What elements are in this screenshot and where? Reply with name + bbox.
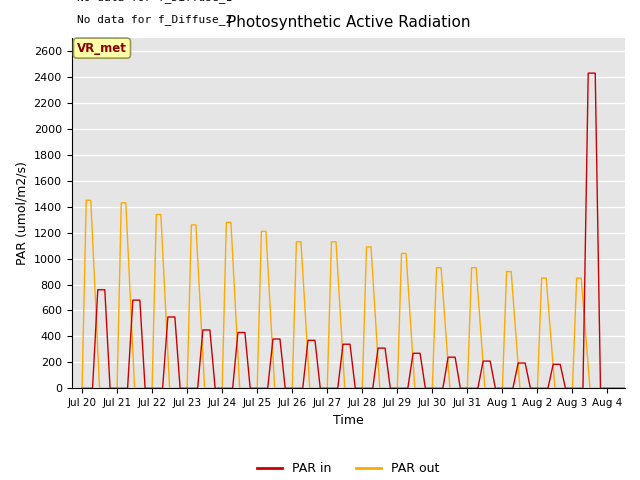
Title: Photosynthetic Active Radiation: Photosynthetic Active Radiation <box>227 15 470 30</box>
Legend: PAR in, PAR out: PAR in, PAR out <box>252 457 445 480</box>
Text: VR_met: VR_met <box>77 42 127 55</box>
Y-axis label: PAR (umol/m2/s): PAR (umol/m2/s) <box>15 161 28 265</box>
Text: No data for f_Diffuse_1: No data for f_Diffuse_1 <box>77 0 232 3</box>
X-axis label: Time: Time <box>333 414 364 427</box>
Text: No data for f_Diffuse_2: No data for f_Diffuse_2 <box>77 13 232 24</box>
